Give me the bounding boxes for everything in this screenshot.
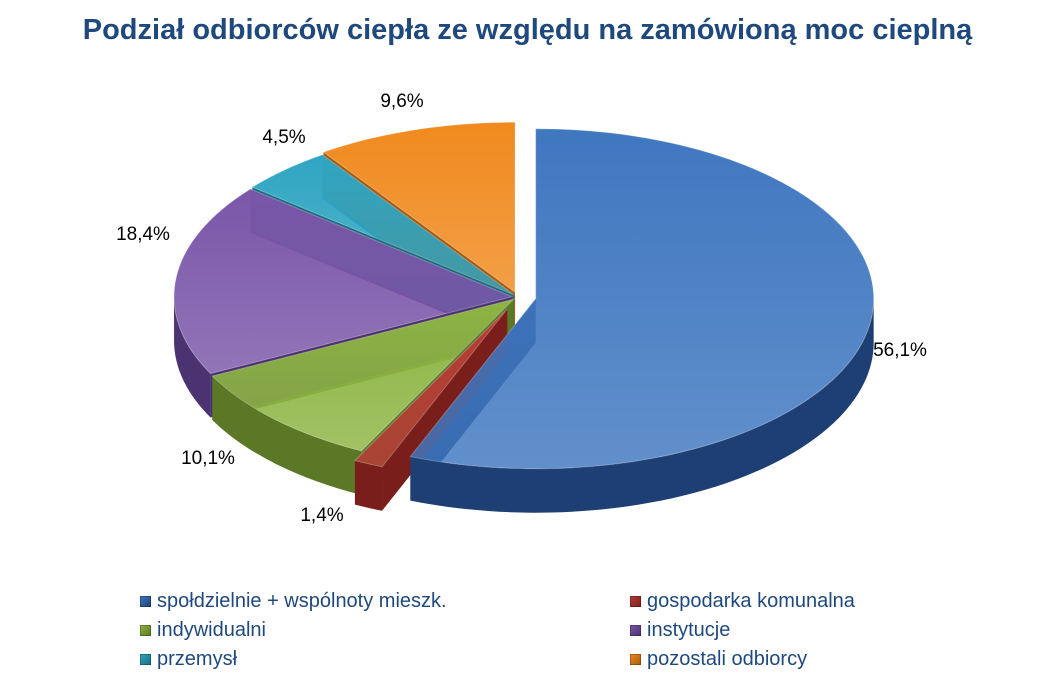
pie-slice-gospodarka-komunalna [353, 308, 508, 468]
pie-slice-pozostali-odbiorcy [322, 121, 516, 294]
legend-label: przemysł [157, 648, 238, 670]
legend-label: instytucje [647, 619, 731, 641]
legend-item-instytucje: instytucje [630, 617, 960, 644]
data-label-indywidualni: 10,1% [181, 448, 235, 469]
pie-side-indywidualni [212, 376, 362, 495]
legend-swatch [140, 654, 151, 665]
legend-label: społdzielnie + wspólnoty mieszk. [157, 590, 447, 612]
legend-swatch [630, 596, 641, 607]
pie-side-gospodarka-komunalna [354, 460, 383, 511]
legend-label: indywidualni [157, 619, 266, 641]
legend-item-gospodarka-komunalna: gospodarka komunalna [630, 588, 960, 615]
legend-swatch [630, 654, 641, 665]
pie-slice-indywidualni [211, 298, 516, 452]
legend-swatch [140, 596, 151, 607]
legend-item-indywidualni: indywidualni [140, 617, 630, 644]
pie-side-spoldzielnie-wspolnoty-mieszk [410, 298, 874, 513]
legend-swatch [140, 625, 151, 636]
data-label-gospodarka-komunalna: 1,4% [300, 505, 343, 526]
chart-title: Podział odbiorców ciepła ze względu na z… [82, 14, 973, 46]
data-label-instytucje: 18,4% [116, 224, 170, 245]
pie-slice-przemysl [251, 154, 515, 296]
legend-item-spoldzielnie-wspolnoty-mieszk: społdzielnie + wspólnoty mieszk. [140, 588, 630, 615]
data-labels: 56,1% 1,4% 10,1% 18,4% 4,5% 9,6% [116, 91, 927, 526]
pie-slice-instytucje [173, 188, 514, 375]
pie-slice-spoldzielnie-wspolnoty-mieszk [409, 128, 875, 470]
data-label-pozostali-odbiorcy: 9,6% [380, 91, 423, 112]
legend-swatch [630, 625, 641, 636]
pie-side-instytucje [174, 296, 211, 418]
legend-item-pozostali-odbiorcy: pozostali odbiorcy [630, 646, 960, 673]
legend-label: gospodarka komunalna [647, 590, 855, 612]
legend: społdzielnie + wspólnoty mieszk. gospodar… [140, 588, 960, 673]
pie-tops [173, 121, 875, 470]
legend-label: pozostali odbiorcy [647, 648, 808, 670]
legend-item-przemysl: przemysł [140, 646, 630, 673]
data-label-spoldzielnie-wspolnoty-mieszk: 56,1% [873, 340, 927, 361]
data-label-przemysl: 4,5% [262, 127, 305, 148]
